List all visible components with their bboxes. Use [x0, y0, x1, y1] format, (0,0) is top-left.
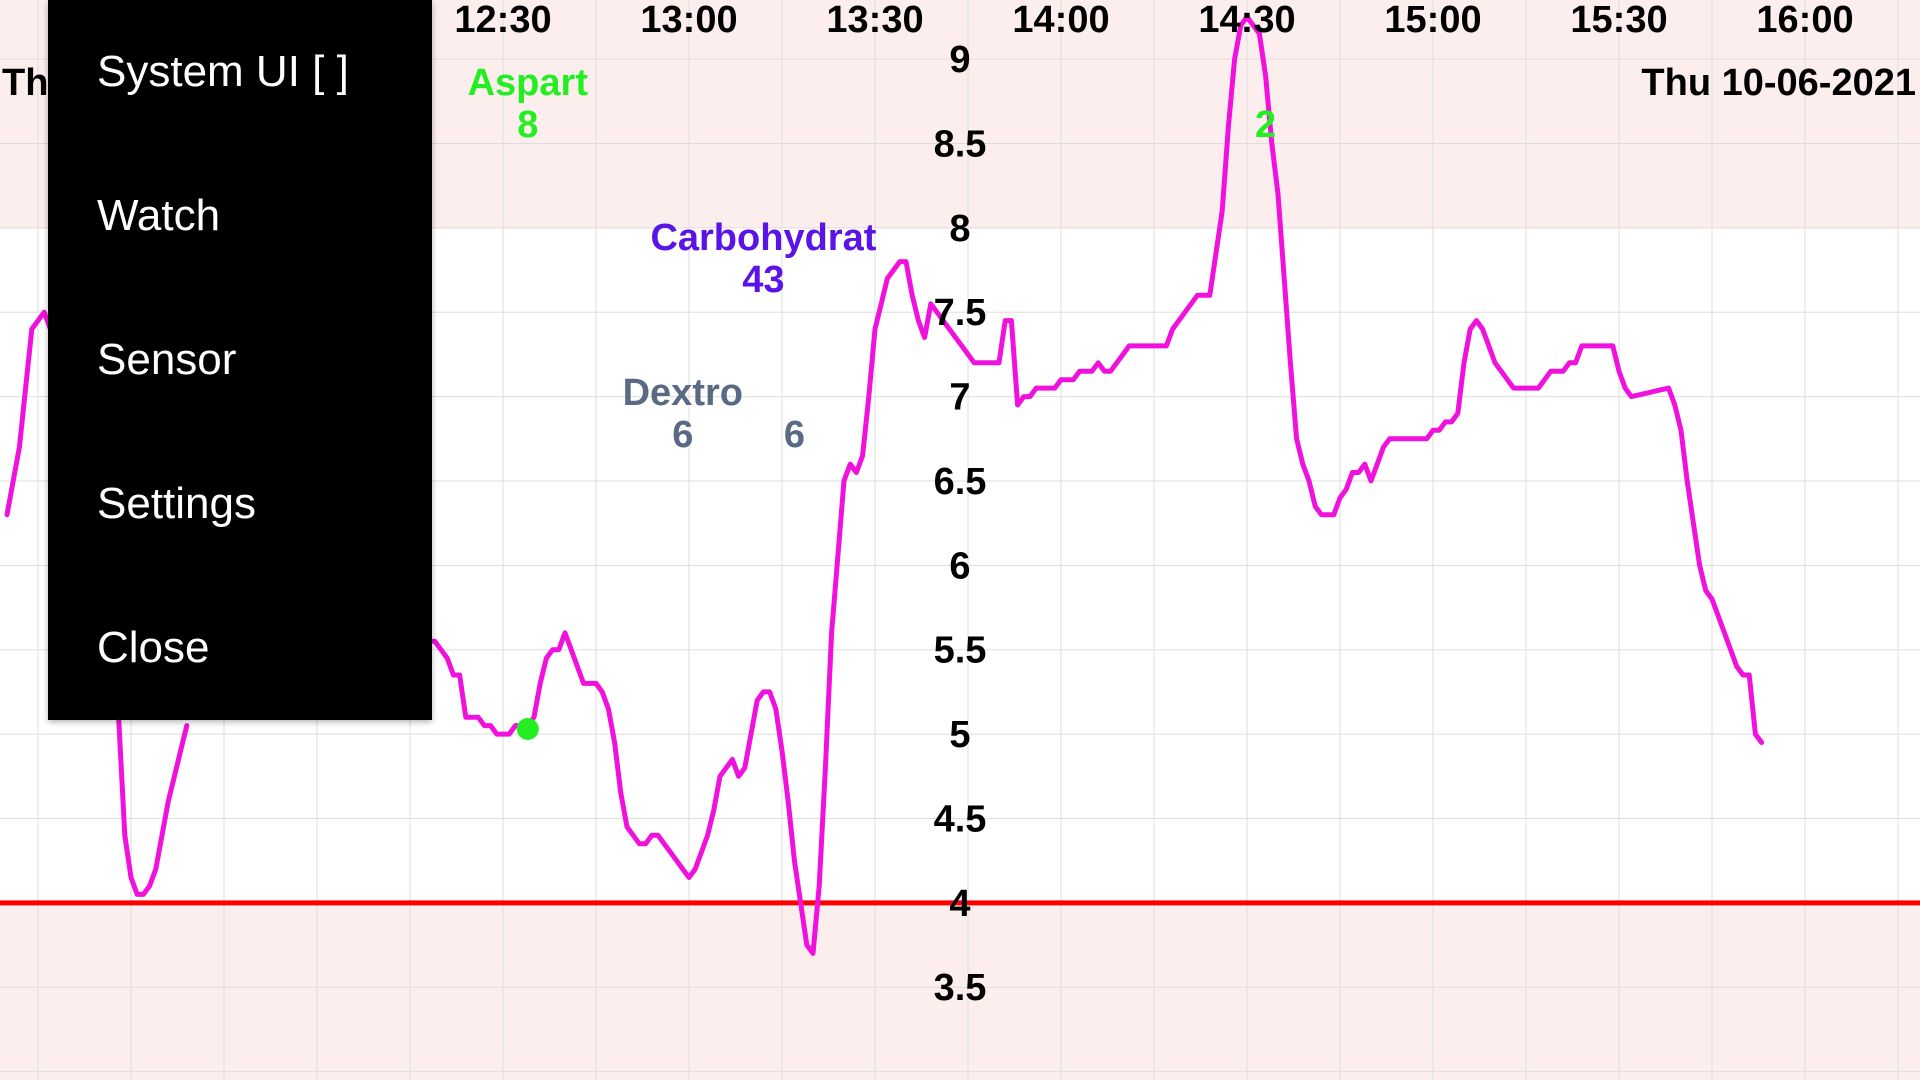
- y-tick-label: 4: [949, 883, 970, 925]
- x-tick-label: 13:30: [826, 0, 923, 41]
- y-tick-label: 8.5: [934, 123, 987, 165]
- treatment-marker: [516, 718, 539, 740]
- menu-item-settings[interactable]: Settings: [48, 432, 432, 576]
- y-tick-label: 6.5: [934, 461, 987, 503]
- menu-item-system-ui[interactable]: System UI [ ]: [48, 0, 432, 144]
- y-tick-label: 7: [949, 377, 970, 419]
- y-tick-label: 5: [949, 714, 970, 756]
- y-axis-ticks: 3.5 4 4.5 5 5.5 6 6.5 7 7.5 8 8.5 9: [934, 39, 987, 1009]
- date-label-clipped: Th: [2, 62, 48, 104]
- menu-item-watch[interactable]: Watch: [48, 144, 432, 288]
- overflow-menu: System UI [ ] Watch Sensor Settings Clos…: [48, 0, 432, 720]
- y-tick-label: 8: [949, 208, 970, 250]
- menu-item-label: System UI [ ]: [97, 47, 349, 96]
- x-tick-label: 14:30: [1198, 0, 1295, 41]
- annotation-value: 6: [784, 414, 805, 456]
- x-axis-ticks: 12:30 13:00 13:30 14:00 14:30 15:00 15:30 16:00: [454, 0, 1853, 41]
- glucose-line: [370, 14, 1765, 956]
- dextro-annotation-2: 6: [784, 414, 805, 456]
- menu-item-sensor[interactable]: Sensor: [48, 288, 432, 432]
- annotation-value: 2: [1255, 104, 1276, 146]
- treatment-markers: [516, 718, 539, 740]
- x-tick-label: 12:30: [454, 0, 551, 41]
- y-tick-label: 5.5: [934, 630, 987, 672]
- annotation-value: 43: [742, 259, 784, 301]
- x-tick-label: 16:00: [1756, 0, 1853, 41]
- annotation-label: Dextro: [623, 372, 743, 414]
- aspart-annotation-2: 2: [1255, 104, 1276, 146]
- x-tick-label: 15:00: [1384, 0, 1481, 41]
- menu-item-label: Watch: [97, 191, 221, 240]
- date-label: Thu 10-06-2021: [1641, 62, 1916, 104]
- y-tick-label: 7.5: [934, 292, 987, 334]
- annotation-label: Aspart: [468, 62, 589, 104]
- annotation-value: 8: [517, 104, 538, 146]
- annotation-value: 6: [672, 414, 693, 456]
- glucose-line: [103, 579, 190, 897]
- x-tick-label: 14:00: [1012, 0, 1109, 41]
- menu-item-label: Sensor: [97, 335, 237, 384]
- annotation-label: Carbohydrat: [650, 217, 876, 259]
- x-tick-label: 15:30: [1570, 0, 1667, 41]
- y-tick-label: 9: [949, 39, 970, 81]
- menu-item-label: Close: [97, 623, 210, 672]
- y-tick-label: 6: [949, 545, 970, 587]
- y-tick-label: 3.5: [934, 967, 987, 1009]
- low-zone: [0, 902, 1920, 1080]
- x-tick-label: 13:00: [640, 0, 737, 41]
- menu-item-label: Settings: [97, 479, 256, 528]
- y-tick-label: 4.5: [934, 798, 987, 840]
- menu-item-close[interactable]: Close: [48, 576, 432, 720]
